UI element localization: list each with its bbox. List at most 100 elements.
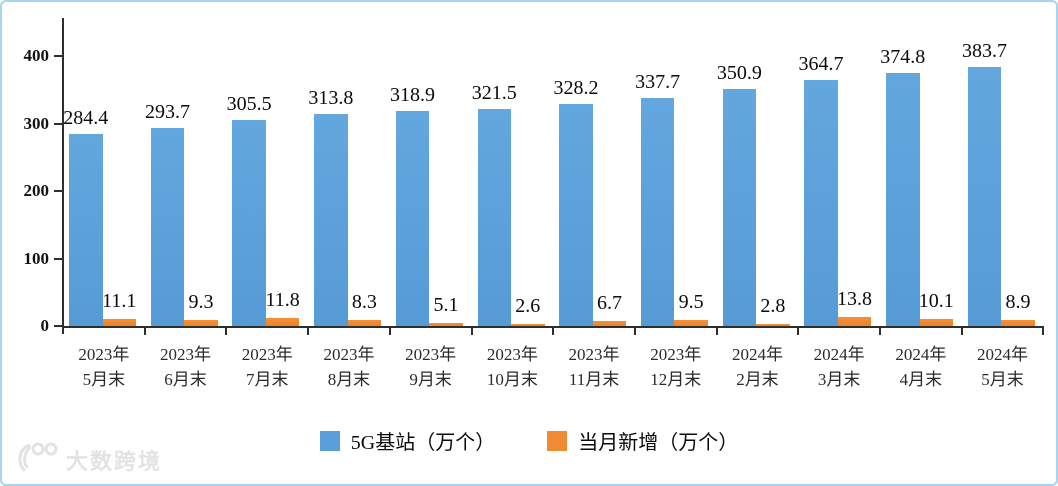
x-category-month: 3月末 xyxy=(817,370,861,389)
bar-5g-total xyxy=(559,104,593,326)
x-category-label: 2023年 9月末 xyxy=(405,342,456,392)
x-tick-mark xyxy=(797,328,800,335)
x-category-month: 11月末 xyxy=(568,370,620,389)
bar-value-label-5g: 318.9 xyxy=(390,83,436,106)
x-tick-mark xyxy=(143,328,146,335)
x-tick-mark xyxy=(879,328,881,335)
x-category-year: 2023年 xyxy=(405,345,457,364)
bar-monthly-new xyxy=(837,316,872,326)
bar-5g-total xyxy=(967,67,1002,326)
x-category-label: 2023年 10月末 xyxy=(487,342,538,392)
legend-item-5g: 5G基站（万个） xyxy=(319,426,496,455)
y-tick-mark xyxy=(54,55,63,57)
x-category-label: 2023年 12月末 xyxy=(650,342,701,392)
x-category-label: 2024年 3月末 xyxy=(814,342,865,392)
bar-value-label-new: 2.6 xyxy=(515,295,541,318)
x-category-year: 2024年 xyxy=(813,345,865,364)
bar-value-label-5g: 328.2 xyxy=(553,77,599,100)
x-category-label: 2023年 7月末 xyxy=(242,342,293,392)
x-category-month: 7月末 xyxy=(246,370,289,389)
y-tick-label: 400 xyxy=(23,46,50,65)
legend-swatch xyxy=(319,430,340,451)
watermark-text: 大数跨境 xyxy=(66,448,163,474)
bar-value-label-new: 10.1 xyxy=(918,290,954,313)
y-axis-line xyxy=(62,18,64,334)
watermark: 大数跨境 xyxy=(14,440,162,479)
legend-label: 当月新增（万个） xyxy=(578,432,739,454)
bar-value-label-new: 8.3 xyxy=(351,291,377,314)
x-category-month: 2月末 xyxy=(736,370,779,389)
bar-monthly-new xyxy=(592,321,627,326)
bar-value-label-5g: 337.7 xyxy=(635,71,681,94)
x-category-year: 2023年 xyxy=(486,345,538,364)
x-category-year: 2023年 xyxy=(323,345,375,364)
x-category-label: 2023年 5月末 xyxy=(78,342,129,392)
bar-value-label-new: 6.7 xyxy=(596,292,622,315)
x-category-label: 2023年 8月末 xyxy=(323,342,374,392)
x-tick-mark xyxy=(960,328,963,335)
x-tick-mark xyxy=(307,328,310,335)
bar-value-label-new: 2.8 xyxy=(760,295,786,318)
bar-value-label-5g: 350.9 xyxy=(716,62,762,85)
x-category-month: 4月末 xyxy=(899,370,943,389)
bar-5g-total xyxy=(150,127,185,326)
x-category-label: 2023年 11月末 xyxy=(569,342,620,392)
y-tick-mark xyxy=(54,257,63,260)
x-category-year: 2023年 xyxy=(78,345,130,364)
x-category-year: 2023年 xyxy=(650,345,702,364)
bar-5g-total xyxy=(477,108,511,326)
legend: 5G基站（万个） 当月新增（万个） xyxy=(2,426,1056,455)
x-tick-mark xyxy=(715,328,718,335)
bar-value-label-5g: 321.5 xyxy=(471,81,517,104)
x-category-year: 2023年 xyxy=(241,345,293,364)
legend-item-new: 当月新增（万个） xyxy=(547,426,738,455)
x-category-month: 8月末 xyxy=(327,370,371,389)
bar-value-label-5g: 284.4 xyxy=(63,107,109,130)
x-tick-mark xyxy=(470,328,473,335)
y-tick-label: 200 xyxy=(23,181,50,200)
x-category-month: 12月末 xyxy=(650,370,702,389)
bar-value-label-5g: 383.7 xyxy=(961,40,1007,62)
y-tick-label: 300 xyxy=(23,113,50,133)
x-category-month: 6月末 xyxy=(164,370,207,389)
x-category-month: 5月末 xyxy=(82,370,126,389)
x-category-month: 9月末 xyxy=(409,370,452,389)
legend-swatch xyxy=(547,430,568,451)
x-tick-mark xyxy=(552,328,555,335)
bar-monthly-new xyxy=(511,324,545,326)
bar-monthly-new xyxy=(674,319,708,326)
y-tick-mark xyxy=(54,190,63,192)
y-tick-label: 100 xyxy=(23,248,50,268)
bar-5g-total xyxy=(886,73,920,326)
y-tick-label: 0 xyxy=(40,316,50,335)
x-category-month: 5月末 xyxy=(981,370,1024,389)
x-category-year: 2024年 xyxy=(731,345,783,364)
bar-monthly-new xyxy=(756,324,790,326)
bar-5g-total xyxy=(314,114,348,326)
bar-value-label-5g: 313.8 xyxy=(308,87,354,110)
bar-value-label-new: 13.8 xyxy=(837,287,873,310)
x-tick-mark xyxy=(1042,328,1045,335)
x-category-label: 2024年 2月末 xyxy=(732,342,783,392)
watermark-logo-icon xyxy=(14,440,60,479)
bar-5g-total xyxy=(232,119,266,326)
x-category-year: 2023年 xyxy=(568,345,620,364)
y-tick-mark xyxy=(54,325,63,327)
bar-5g-total xyxy=(804,79,838,326)
legend-label: 5G基站（万个） xyxy=(350,432,496,454)
bar-5g-total xyxy=(69,134,103,326)
x-tick-mark xyxy=(225,328,228,335)
x-tick-mark xyxy=(633,328,636,335)
bar-monthly-new xyxy=(184,319,218,326)
x-tick-mark xyxy=(388,328,391,335)
bar-value-label-new: 9.3 xyxy=(188,290,214,313)
bar-value-label-5g: 374.8 xyxy=(880,46,926,68)
bar-monthly-new xyxy=(429,322,463,326)
bar-5g-total xyxy=(640,98,675,326)
bar-value-label-new: 8.9 xyxy=(1005,290,1031,313)
bar-value-label-new: 5.1 xyxy=(433,293,459,316)
bar-monthly-new xyxy=(1001,319,1035,326)
bar-value-label-new: 11.1 xyxy=(102,289,137,312)
x-category-year: 2024年 xyxy=(977,345,1029,364)
